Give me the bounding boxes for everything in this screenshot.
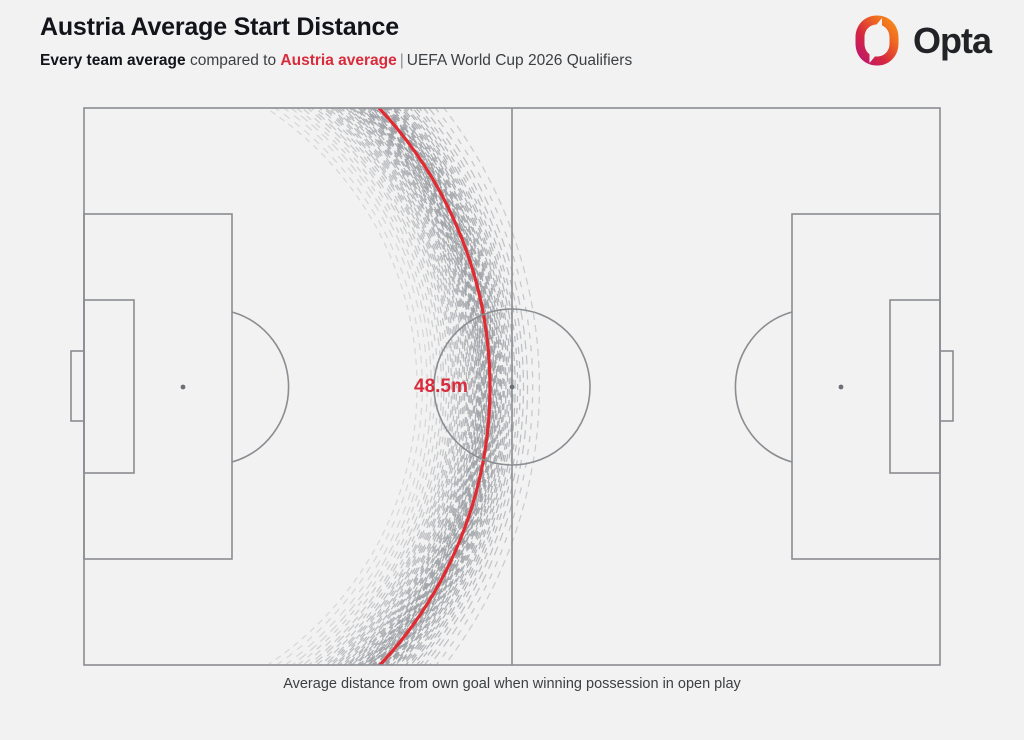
team-average-arc [382, 108, 494, 665]
subtitle-highlight: Austria average [280, 51, 397, 69]
team-average-arc [428, 108, 529, 665]
subtitle-tail: UEFA World Cup 2026 Qualifiers [406, 51, 633, 69]
page-title: Austria Average Start Distance [40, 13, 399, 41]
team-average-arc [327, 108, 456, 665]
team-average-arc [375, 108, 489, 665]
team-average-arc [348, 108, 470, 665]
subtitle-separator: | [399, 51, 404, 69]
opta-logo: Opta [852, 14, 992, 67]
team-average-arc [365, 108, 482, 665]
left-penalty-spot [180, 384, 186, 390]
team-average-arc [387, 108, 498, 665]
team-average-arc [443, 108, 540, 665]
team-average-arc [346, 108, 469, 665]
team-average-arc [361, 108, 479, 665]
team-average-arc [334, 108, 461, 665]
distance-annotation-label: 48.5m [414, 376, 468, 397]
chart-caption: Average distance from own goal when winn… [283, 676, 741, 692]
opta-logo-mark [855, 15, 899, 66]
opta-logo-text: Opta [912, 19, 992, 61]
team-average-arc [314, 108, 448, 665]
team-average-arc [374, 108, 489, 665]
team-average-arc [324, 108, 454, 665]
team-average-arc [341, 108, 466, 665]
header: Austria Average Start Distance Every tea… [40, 8, 1004, 88]
team-average-arc [434, 108, 534, 665]
team-average-arc [393, 108, 503, 665]
team-average-arc [399, 108, 507, 665]
pitch-visualization: 48.5m [0, 96, 1024, 681]
team-average-arc [392, 108, 502, 665]
team-average-arcs [264, 108, 540, 665]
centre-circle [433, 308, 591, 466]
austria-average-arc [376, 108, 492, 665]
left-goal-area [83, 299, 135, 474]
right-goal-area [889, 299, 941, 474]
team-average-arc [369, 108, 485, 665]
left-penalty-area [83, 213, 233, 560]
team-average-arc [337, 108, 463, 665]
team-average-arc [289, 108, 432, 665]
subtitle-bold-lead: Every team average [40, 51, 186, 69]
team-average-arc [282, 108, 428, 665]
pitch-svg [70, 107, 954, 666]
team-average-arc [360, 108, 478, 665]
right-penalty-area [791, 213, 941, 560]
team-average-arc [362, 108, 480, 665]
left-goal [70, 350, 85, 422]
pitch-markings [70, 107, 954, 666]
centre-spot [509, 384, 515, 390]
subtitle: Every team average compared to Austria a… [40, 52, 1004, 69]
team-average-arc [415, 108, 519, 665]
team-average-arc [352, 108, 473, 665]
team-average-arc [411, 108, 516, 665]
pitch-spots [180, 384, 844, 390]
team-average-arc [332, 108, 459, 665]
team-average-arc [364, 108, 481, 665]
left-penalty-arc [231, 311, 290, 463]
team-average-arc [321, 108, 452, 665]
team-average-arc [359, 108, 478, 665]
team-average-arc [373, 108, 488, 665]
right-goal [939, 350, 954, 422]
subtitle-mid: compared to [185, 51, 281, 69]
team-average-arc [422, 108, 525, 665]
team-average-arc [355, 108, 475, 665]
team-average-arc [329, 108, 458, 665]
team-average-arc [349, 108, 471, 665]
team-average-arc [273, 108, 423, 665]
right-penalty-spot [838, 384, 844, 390]
right-penalty-arc [734, 311, 793, 463]
